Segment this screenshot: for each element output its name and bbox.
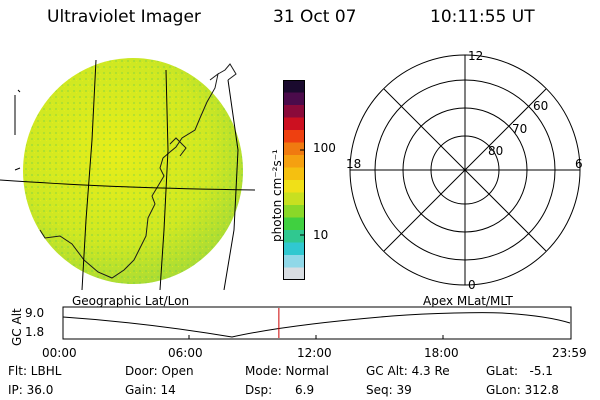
- altitude-tick-high: 9.0: [25, 306, 45, 320]
- ip-info: IP: 36.0: [8, 383, 54, 397]
- glat-info: GLat: -5.1: [486, 364, 553, 378]
- door-info: Door: Open: [125, 364, 194, 378]
- colorbar-segment: [283, 180, 305, 193]
- colorbar-tick-10: 10: [313, 228, 329, 242]
- date-label: 31 Oct 07: [273, 7, 357, 27]
- altitude-timeline-plot: [62, 306, 572, 340]
- mlt-label-6: 6: [575, 157, 583, 171]
- colorbar-unit-label: photon cm⁻²s⁻¹: [270, 149, 284, 242]
- geographic-panel-label: Geographic Lat/Lon: [72, 294, 190, 308]
- gc-alt-info: GC Alt: 4.3 Re: [366, 364, 450, 378]
- mlat-mlt-polar-plot: 12 6 0 18 60 70 80: [346, 49, 583, 292]
- mlt-label-12: 12: [468, 49, 483, 63]
- altitude-tick-low: 1.8: [25, 325, 45, 339]
- colorbar-segment: [283, 255, 305, 268]
- time-tick-3: 18:00: [424, 346, 459, 360]
- colorbar-segment: [283, 267, 305, 280]
- colorbar-segment: [283, 167, 305, 181]
- time-tick-0: 00:00: [42, 346, 77, 360]
- altitude-curve: [62, 312, 571, 338]
- dsp-info: Dsp: 6.9: [245, 383, 315, 397]
- mlt-label-0: 0: [468, 278, 476, 292]
- time-tick-1: 06:00: [168, 346, 203, 360]
- apex-panel-label: Apex MLat/MLT: [423, 294, 513, 308]
- lat-label-60: 60: [533, 99, 548, 113]
- colorbar-segment: [283, 192, 305, 206]
- filter-info: Flt: LBHL: [8, 364, 62, 378]
- mlt-label-18: 18: [346, 157, 361, 171]
- colorbar-segment: [283, 117, 305, 131]
- colorbar-segment: [283, 105, 305, 118]
- lat-label-80: 80: [488, 144, 503, 158]
- lat-label-70: 70: [512, 122, 527, 136]
- colorbar-segment: [283, 217, 305, 231]
- geographic-globe-image: [0, 58, 256, 290]
- colorbar-tick-100: 100: [313, 141, 336, 155]
- instrument-title: Ultraviolet Imager: [47, 7, 201, 27]
- colorbar-border: [283, 80, 305, 280]
- colorbar-segment: [283, 80, 305, 93]
- glon-info: GLon: 312.8: [486, 383, 559, 397]
- intensity-colorbar: [283, 80, 305, 280]
- colorbar-segment: [283, 155, 305, 168]
- mode-info: Mode: Normal: [245, 364, 329, 378]
- colorbar-segment: [283, 142, 305, 156]
- time-label: 10:11:55 UT: [430, 7, 535, 27]
- time-tick-2: 12:00: [297, 346, 332, 360]
- coastline: [39, 72, 219, 279]
- colorbar-segment: [283, 205, 305, 218]
- colorbar-segment: [283, 130, 305, 143]
- gain-info: Gain: 14: [125, 383, 176, 397]
- colorbar-segment: [283, 242, 305, 256]
- time-tick-4: 23:59: [552, 346, 587, 360]
- seq-info: Seq: 39: [366, 383, 412, 397]
- altitude-axis-label: GC Alt: [10, 308, 24, 346]
- colorbar-segment: [283, 230, 305, 243]
- colorbar-segment: [283, 92, 305, 106]
